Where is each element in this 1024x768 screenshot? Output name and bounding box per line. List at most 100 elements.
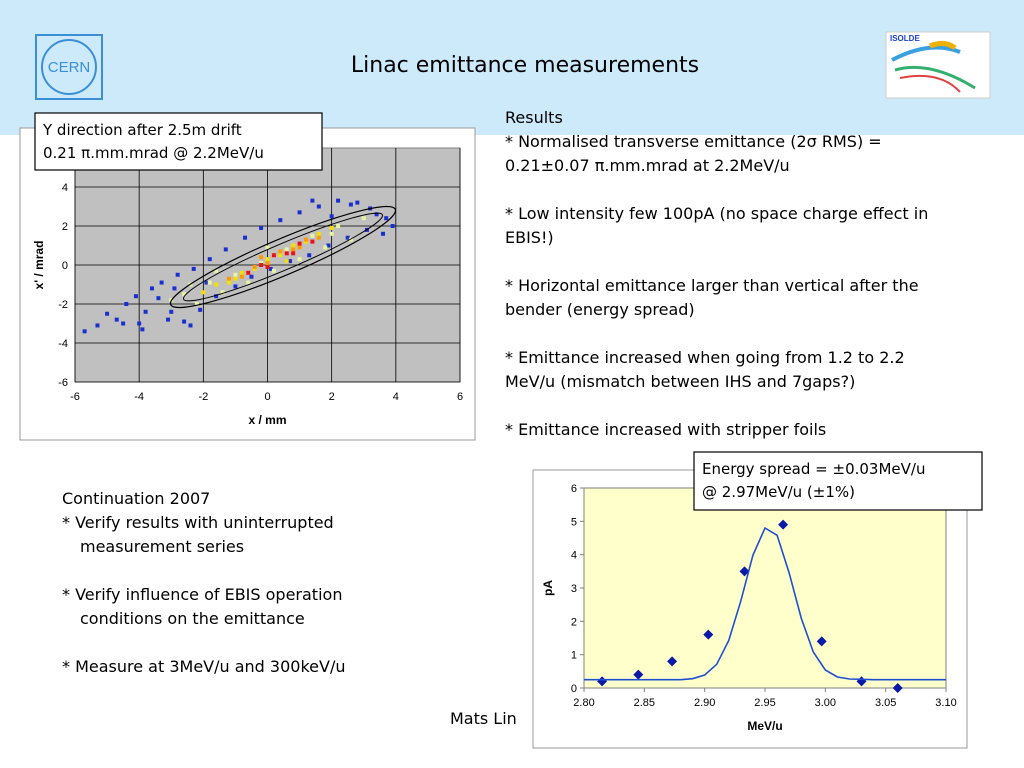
x-tick-label: 0 [264, 391, 270, 403]
data-point [271, 253, 276, 258]
x-axis-title: x / mm [248, 413, 286, 427]
data-point [133, 294, 138, 299]
text-line: * Low intensity few 100pA (no space char… [505, 204, 928, 223]
data-point [390, 224, 395, 228]
y-tick-label: 4 [571, 550, 577, 562]
x-tick-label: -6 [70, 391, 80, 403]
data-point [291, 247, 296, 252]
data-point [310, 198, 315, 203]
data-point [198, 307, 203, 312]
x-tick-label: 6 [457, 391, 463, 403]
data-point [140, 327, 145, 332]
data-point [166, 317, 171, 322]
data-point [220, 290, 225, 295]
data-point [297, 257, 302, 262]
x-tick-label: 2.85 [634, 697, 655, 709]
data-point [778, 519, 789, 530]
data-point [816, 636, 827, 647]
y-tick-label: 2 [571, 616, 577, 628]
text-line: * Measure at 3MeV/u and 300keV/u [62, 657, 345, 676]
data-point [316, 204, 321, 209]
data-point [214, 294, 219, 299]
text-line: bender (energy spread) [505, 300, 695, 319]
data-point [259, 263, 264, 267]
data-point [259, 255, 264, 260]
data-point [348, 237, 353, 242]
text-line: Continuation 2007 [62, 489, 210, 508]
data-point [172, 286, 177, 291]
text-line: * Emittance increased when going from 1.… [505, 348, 905, 367]
data-point [355, 200, 360, 205]
x-tick-label: 2 [329, 391, 335, 403]
data-point [329, 214, 334, 219]
beam-line [891, 45, 961, 62]
data-point [284, 247, 289, 252]
text-line: * Emittance increased with stripper foil… [505, 420, 826, 439]
x-tick-label: 3.05 [875, 697, 896, 709]
logo-frame [35, 34, 103, 100]
data-point [233, 284, 238, 289]
text-line: MeV/u (mismatch between IHS and 7gaps?) [505, 372, 855, 391]
y-tick-label: 6 [571, 483, 577, 495]
isolde-label: ISOLDE [890, 34, 920, 43]
data-point [233, 272, 238, 277]
beam-line [894, 65, 976, 90]
data-point [384, 216, 389, 221]
data-point [667, 656, 678, 667]
y-tick-label: -4 [58, 338, 68, 350]
y-tick-label: 2 [62, 221, 68, 233]
data-point [191, 266, 196, 271]
data-point [169, 309, 174, 314]
emittance-ellipse [169, 205, 397, 309]
data-point [121, 321, 126, 326]
data-point [182, 292, 187, 297]
data-point [249, 274, 254, 279]
text-line: measurement series [80, 537, 244, 556]
data-point [214, 282, 219, 287]
chart: 0 1 2 3 4 5 6 2.80 2.85 2.90 2.95 3.00 3.05 3.10 MeV/u… [532, 451, 983, 749]
data-point [329, 231, 334, 236]
data-point [114, 317, 119, 322]
data-point [892, 683, 903, 693]
data-point [227, 280, 231, 285]
data-point [243, 235, 248, 240]
text-line: conditions on the emittance [80, 609, 305, 628]
beam-line [899, 74, 961, 93]
annotation-box [34, 112, 323, 171]
annotation: Y direction after 2.5m drift [42, 121, 242, 139]
data-point [239, 270, 244, 275]
data-point [307, 253, 312, 258]
text-line: Results [505, 108, 563, 127]
emittance-ellipse [182, 212, 384, 302]
data-point [252, 264, 257, 269]
data-point [246, 270, 251, 275]
data-point [233, 276, 238, 281]
data-point [323, 245, 328, 250]
data-point [271, 268, 276, 273]
data-point [291, 251, 296, 256]
data-point [310, 239, 315, 244]
data-point [159, 280, 164, 285]
data-point [739, 566, 750, 577]
chart: -6 -4 -2 0 2 4 -6 -4 -2 0 2 4 6 x / mm x' / mrad Y dire… [19, 112, 476, 441]
data-point [336, 224, 341, 228]
fit-line [584, 526, 946, 681]
data-point [246, 280, 251, 285]
data-point [297, 210, 302, 215]
y-tick-label: -2 [58, 299, 68, 311]
data-point [326, 243, 331, 248]
data-point [597, 676, 608, 687]
data-point [361, 216, 366, 221]
x-tick-label: 3.10 [935, 697, 956, 709]
isolde-image: ISOLDE [885, 31, 991, 99]
data-point [82, 329, 87, 334]
data-point [265, 245, 270, 250]
text-line: EBIS!) [505, 228, 554, 247]
text-line: * Verify influence of EBIS operation [62, 585, 342, 604]
data-point [297, 241, 302, 246]
text-line: * Verify results with uninterrupted [62, 513, 334, 532]
y-tick-label: 4 [62, 182, 68, 194]
cern-logo: CERN [35, 34, 103, 100]
data-point [143, 309, 148, 314]
